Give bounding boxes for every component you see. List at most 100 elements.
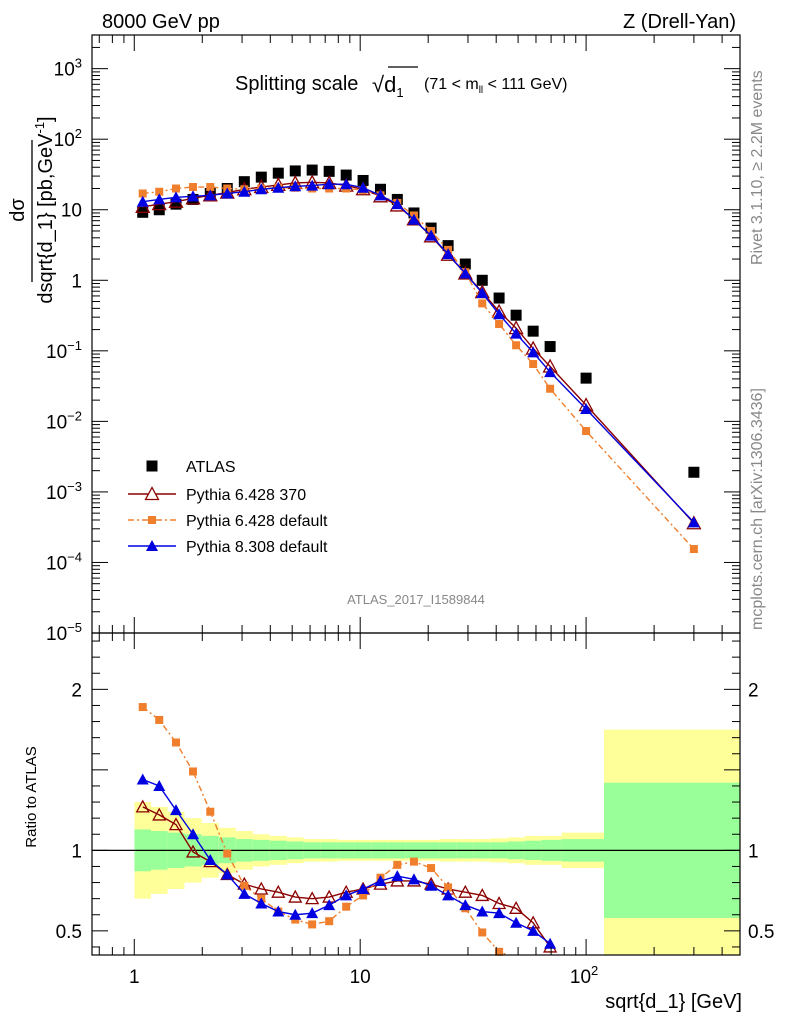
ratio-point (340, 889, 353, 901)
y-tick-label: 10 (61, 201, 82, 222)
ratio-tick-label-right: 1 (748, 841, 759, 862)
analysis-watermark: ATLAS_2017_I1589844 (347, 592, 485, 607)
data-point (580, 402, 593, 414)
ratio-point (240, 881, 249, 890)
plot-title-range-sub: ll (479, 85, 483, 96)
data-point (171, 184, 180, 193)
atlas-point (527, 325, 539, 337)
ratio-point (425, 879, 438, 891)
ratio-point (272, 905, 285, 917)
ratio-point (308, 920, 317, 929)
ratio-point (289, 908, 302, 920)
atlas-point (272, 167, 284, 179)
data-point (340, 178, 353, 190)
data-point (138, 189, 147, 198)
data-point (155, 187, 164, 196)
data-point (204, 189, 217, 201)
data-point (510, 327, 523, 339)
ratio-point (223, 849, 232, 858)
data-point (357, 181, 370, 193)
y-tick-label: 103 (54, 56, 82, 81)
ratio-point (189, 767, 198, 776)
y-tick-label: 10−4 (46, 549, 82, 574)
ratio-series-2 (136, 773, 557, 949)
x-tick-label: 10 (350, 967, 371, 988)
ratio-point (325, 917, 334, 926)
plot-title-range-a: (71 < m (424, 76, 479, 93)
ratio-tick-label: 2 (71, 680, 82, 701)
ratio-point (306, 907, 319, 919)
data-point (527, 346, 540, 358)
y-tick-label: 10−5 (46, 620, 82, 645)
ratio-point (442, 889, 455, 901)
collision-label: 8000 GeV pp (102, 11, 220, 33)
data-point (493, 308, 506, 320)
y-tick-label: 10−3 (46, 479, 82, 504)
x-tick-label: 1 (129, 967, 140, 988)
ratio-point (374, 874, 387, 886)
x-tick-label: 102 (570, 963, 598, 988)
data-point (323, 178, 336, 190)
ratio-point (527, 924, 540, 936)
ratio-point (478, 928, 487, 937)
ratio-point (152, 807, 167, 821)
plot-title-range: (71 < mll < 111 GeV) (424, 76, 567, 96)
data-point (529, 360, 538, 369)
ratio-point (544, 937, 557, 949)
ratio-point (204, 854, 217, 866)
y-tick-label: 1 (71, 271, 82, 292)
atlas-point (255, 171, 267, 183)
data-point (206, 183, 215, 192)
atlas-point (493, 292, 505, 304)
ratio-point (510, 916, 523, 928)
ratio-point (185, 844, 201, 858)
ratio-frame (91, 632, 741, 956)
data-point (459, 267, 472, 279)
ylabel-denominator-tail: ] (35, 116, 57, 122)
data-point (478, 299, 487, 308)
ratio-point (359, 891, 368, 900)
ratio-point (187, 828, 200, 840)
atlas-point (476, 274, 488, 286)
ratio-point (427, 864, 436, 873)
atlas-point (442, 240, 454, 252)
main-marks (135, 164, 702, 554)
main-y-axis-label: dσ dsqrt{d_1} [pb,GeV-1] (7, 116, 57, 303)
ylabel-denominator-sup: -1 (32, 122, 47, 134)
ratio-point (254, 881, 269, 895)
atlas-point (580, 372, 592, 384)
ratio-point (238, 887, 251, 899)
legend-marker (148, 516, 156, 524)
ratio-tick-label-right: 0.5 (748, 922, 774, 943)
data-point (255, 183, 268, 195)
series-atlas (137, 164, 700, 478)
x-axis-label: sqrt{d_1} [GeV] (605, 991, 742, 1013)
legend-label: Pythia 6.428 370 (186, 487, 306, 504)
data-point (169, 191, 182, 203)
data-point (289, 180, 302, 192)
data-point (187, 190, 200, 202)
main-y-tick-labels: 10−5 10−4 10−3 10−2 10−1 1 10 102 103 (46, 56, 82, 645)
ratio-point (168, 817, 184, 831)
y-tick-label: 10−2 (46, 408, 82, 433)
ratio-point (138, 703, 147, 712)
ylabel-denominator: dsqrt{d_1} [pb,GeV-1] (32, 116, 57, 303)
data-point (546, 384, 555, 393)
data-point (425, 229, 438, 241)
ratio-point (475, 888, 490, 902)
y-tick-label: 10−1 (46, 338, 82, 363)
data-point (391, 198, 404, 210)
data-point (306, 179, 319, 191)
ratio-y-axis-label: Ratio to ATLAS (23, 746, 40, 847)
data-point (221, 187, 234, 199)
mcplots-label: mcplots.cern.ch [arXiv:1306.3436] (749, 388, 766, 630)
ratio-tick-label-right: 2 (748, 680, 759, 701)
data-point (407, 213, 420, 225)
plot-title-text: Splitting scale (235, 73, 358, 95)
legend-label: Pythia 8.308 default (186, 539, 328, 556)
plot-title-range-b: < 111 GeV) (483, 76, 567, 93)
ratio-marks (92, 703, 740, 956)
ylabel-numerator: dσ (7, 198, 29, 222)
ratio-point (153, 779, 166, 791)
data-point (442, 248, 455, 260)
